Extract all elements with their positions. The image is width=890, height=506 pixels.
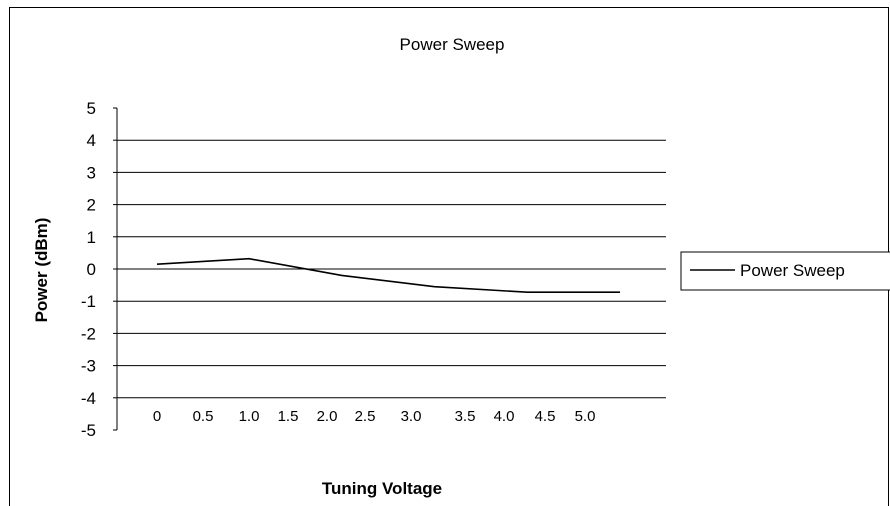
y-tick-label: 4	[87, 131, 96, 150]
x-tick-label: 5.0	[575, 408, 596, 425]
y-tick-label: 1	[87, 228, 96, 247]
x-tick-label: 4.0	[494, 408, 515, 425]
y-tick-label: -3	[81, 357, 96, 376]
x-axis-title: Tuning Voltage	[322, 479, 442, 498]
y-tick-label: -5	[81, 421, 96, 440]
legend-label: Power Sweep	[740, 261, 845, 280]
y-tick-label: -2	[81, 324, 96, 343]
x-tick-label: 2.0	[317, 408, 338, 425]
x-tick-label: 4.5	[535, 408, 556, 425]
y-tick-label: -1	[81, 292, 96, 311]
y-axis-title: Power (dBm)	[32, 218, 51, 323]
y-axis	[113, 107, 118, 431]
series-line-0	[156, 257, 620, 294]
x-tick-label: 1.0	[239, 408, 260, 425]
y-tick-label: 0	[87, 260, 96, 279]
y-tick-labels: 5 4 3 2 1 0 -1 -2 -3 -4 -5	[81, 99, 96, 440]
x-tick-label: 3.5	[455, 408, 476, 425]
grid-lines	[117, 139, 666, 399]
legend: Power Sweep	[680, 251, 890, 291]
y-tick-label: 3	[87, 163, 96, 182]
y-tick-label: 5	[87, 99, 96, 118]
legend-box	[680, 251, 890, 291]
chart-title: Power Sweep	[400, 35, 505, 54]
series-lines	[156, 257, 620, 294]
x-tick-label: 0.5	[193, 408, 214, 425]
x-tick-label: 2.5	[355, 408, 376, 425]
x-tick-label: 3.0	[401, 408, 422, 425]
y-tick-label: -4	[81, 389, 96, 408]
x-tick-label: 1.5	[278, 408, 299, 425]
y-tick-label: 2	[87, 196, 96, 215]
x-tick-labels: 0 0.5 1.0 1.5 2.0 2.5 3.0 3.5 4.0 4.5 5.0	[153, 408, 596, 425]
x-tick-label: 0	[153, 408, 161, 425]
